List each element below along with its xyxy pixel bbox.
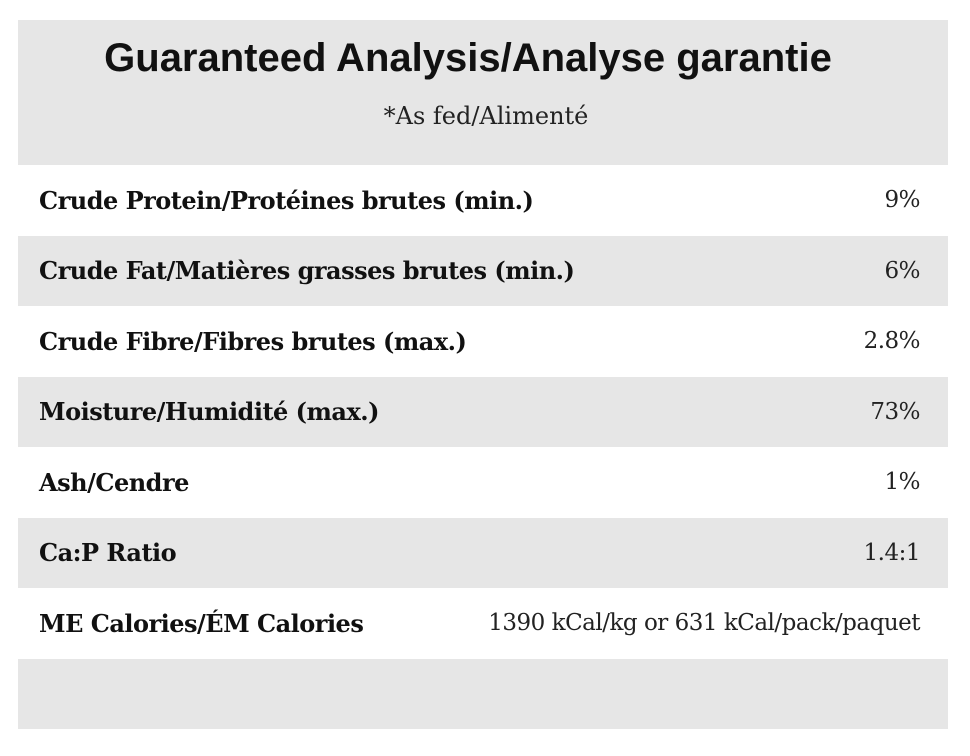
- table-row: ME Calories/ÉM Calories 1390 kCal/kg or 6…: [18, 588, 948, 659]
- table-row: Ash/Cendre 1%: [18, 447, 948, 518]
- nutrient-label: Crude Fibre/Fibres brutes (max.): [39, 326, 467, 356]
- table-row: Crude Protein/Protéines brutes (min.) 9%: [18, 165, 948, 236]
- table-row: Crude Fat/Matières grasses brutes (min.)…: [18, 235, 948, 306]
- nutrient-label: Ca:P Ratio: [39, 538, 177, 568]
- nutrient-value: 1%: [884, 469, 921, 496]
- nutrient-value: 9%: [884, 187, 921, 214]
- subtitle: *As fed/Alimenté: [383, 102, 589, 130]
- nutrient-label: ME Calories/ÉM Calories: [39, 608, 364, 638]
- table-row: Ca:P Ratio 1.4:1: [18, 517, 948, 588]
- table-row: Moisture/Humidité (max.) 73%: [18, 376, 948, 447]
- nutrient-label: Crude Fat/Matières grasses brutes (min.): [39, 256, 575, 286]
- nutrient-value: 73%: [870, 398, 920, 425]
- table: Crude Protein/Protéines brutes (min.) 9% C…: [18, 165, 948, 729]
- title: Guaranteed Analysis/Analyse garantie: [104, 36, 832, 80]
- empty-row: [18, 658, 948, 729]
- header: Guaranteed Analysis/Analyse garantie *As…: [18, 20, 948, 165]
- nutrient-label: Crude Protein/Protéines brutes (min.): [39, 185, 534, 215]
- nutrient-label: Moisture/Humidité (max.): [39, 397, 379, 427]
- nutrient-value: 6%: [884, 257, 921, 284]
- nutrient-value: 1390 kCal/kg or 631 kCal/pack/paquet: [488, 610, 920, 637]
- nutrient-value: 2.8%: [863, 328, 921, 355]
- nutrient-value: 1.4:1: [863, 539, 921, 566]
- nutrient-label: Ash/Cendre: [39, 467, 189, 497]
- table-row: Crude Fibre/Fibres brutes (max.) 2.8%: [18, 306, 948, 377]
